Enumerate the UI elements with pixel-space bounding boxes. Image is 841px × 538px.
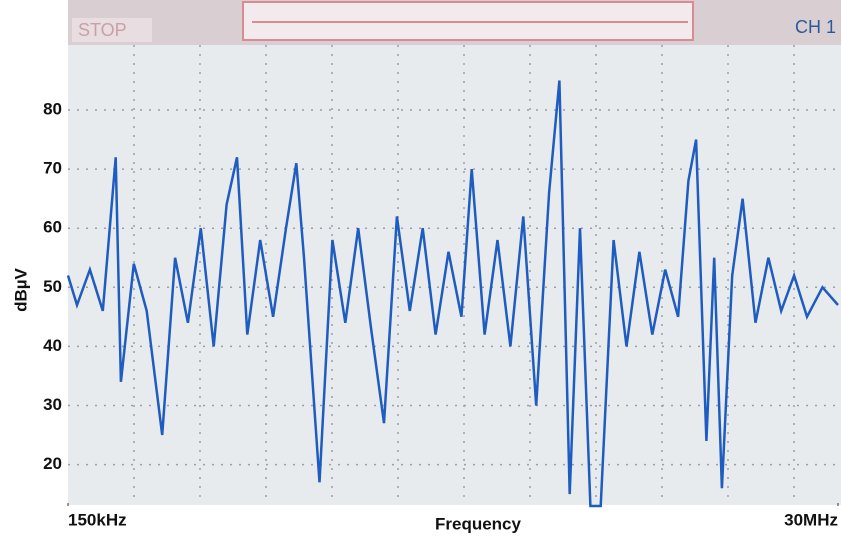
y-tick-label: 60 — [43, 218, 62, 237]
x-axis-label: Frequency — [435, 514, 522, 533]
x-tick-label: 150kHz — [68, 510, 127, 529]
status-box — [72, 18, 152, 42]
y-tick-label: 40 — [43, 336, 62, 355]
y-tick-label: 70 — [43, 159, 62, 178]
y-tick-label: 80 — [43, 99, 62, 118]
y-tick-label: 50 — [43, 277, 62, 296]
channel-text: CH 1 — [795, 17, 836, 37]
y-tick-label: 20 — [43, 454, 62, 473]
y-axis-label: dBµV — [11, 267, 30, 311]
status-text: STOP — [78, 20, 127, 40]
spectrum-trace — [66, 80, 839, 508]
x-tick-label: 30MHz — [784, 510, 838, 529]
y-tick-label: 30 — [43, 395, 62, 414]
